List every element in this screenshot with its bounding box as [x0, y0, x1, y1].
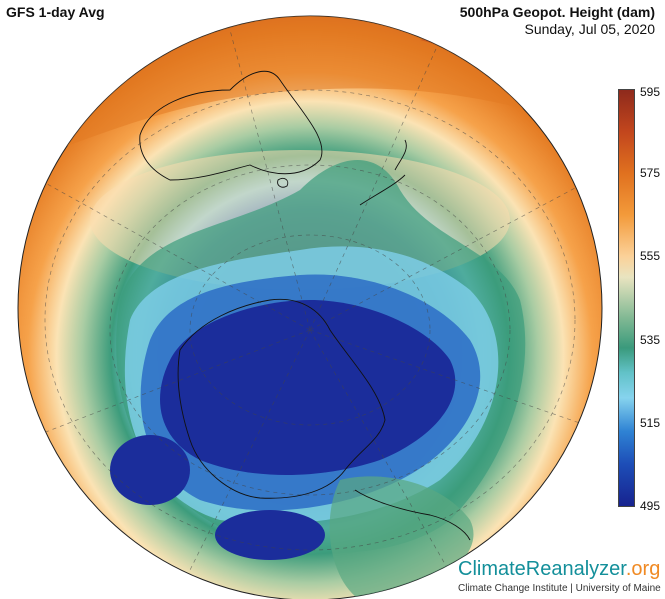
colorbar — [618, 89, 635, 507]
colorbar-tick-535: 535 — [640, 333, 661, 347]
australia-outline — [139, 70, 323, 181]
colorbar-tick-555: 555 — [640, 249, 661, 263]
south-america-tip — [354, 489, 471, 541]
coastlines — [139, 70, 471, 541]
tasmania-outline — [277, 177, 289, 188]
brand-name: ClimateReanalyzer — [458, 558, 626, 580]
antarctica-outline — [177, 298, 386, 499]
green-southeast — [329, 476, 474, 599]
colorbar-tick-595: 595 — [640, 85, 661, 99]
darkblue-lobe-left — [110, 435, 190, 505]
brand-logo: ClimateReanalyzer.org — [458, 558, 660, 581]
colorbar-tick-575: 575 — [640, 166, 661, 180]
new-zealand-outline — [359, 139, 407, 206]
brand-subtitle: Climate Change Institute | University of… — [458, 583, 661, 594]
variable-title: 500hPa Geopot. Height (dam) — [459, 4, 655, 20]
map-title-left: GFS 1-day Avg — [6, 4, 105, 20]
darkblue-lobe-bottom — [215, 510, 325, 560]
map-title-right: 500hPa Geopot. Height (dam) Sunday, Jul … — [460, 4, 655, 38]
colorbar-tick-515: 515 — [640, 416, 661, 430]
graticule — [24, 29, 601, 591]
darkblue-core — [160, 300, 456, 475]
colorbar-tick-495: 495 — [640, 499, 661, 513]
date-label: Sunday, Jul 05, 2020 — [524, 21, 655, 37]
brand-tld: .org — [625, 558, 661, 580]
